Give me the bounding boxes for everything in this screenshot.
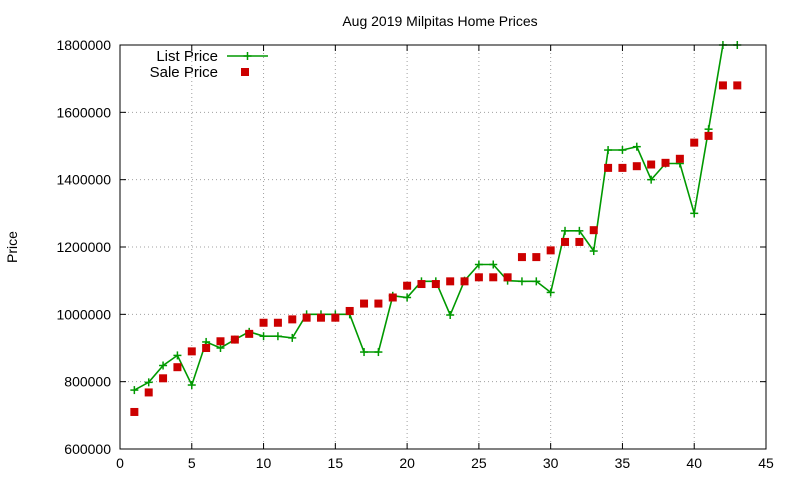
- list-price-point: [546, 288, 555, 297]
- sale-price-point: [575, 237, 584, 246]
- list-price-point: [575, 226, 584, 235]
- sale-price-point: [187, 347, 196, 356]
- x-tick-label: 30: [543, 455, 559, 471]
- sale-price-point: [374, 299, 383, 308]
- sale-price-point: [144, 388, 153, 397]
- sale-price-point: [604, 163, 613, 172]
- sale-price-point: [345, 306, 354, 315]
- list-price-point: [374, 348, 383, 357]
- y-tick-label: 1600000: [56, 104, 111, 120]
- list-price-point: [403, 293, 412, 302]
- list-price-point: [360, 348, 369, 357]
- list-price-point: [517, 277, 526, 286]
- sale-price-point: [202, 344, 211, 352]
- sale-price-point: [618, 163, 627, 172]
- legend-label-list-price: List Price: [156, 48, 218, 65]
- chart-title: Aug 2019 Milpitas Home Prices: [342, 13, 537, 29]
- sale-price-point: [661, 158, 670, 167]
- list-price-point: [144, 378, 153, 387]
- sale-price-point: [316, 313, 325, 322]
- sale-price-point: [561, 237, 570, 246]
- x-tick-label: 45: [758, 455, 774, 471]
- sale-price-point: [632, 162, 641, 171]
- list-price-point: [618, 146, 627, 155]
- sale-price-point: [273, 318, 282, 327]
- list-price-point: [187, 381, 196, 390]
- sale-price-point: [675, 154, 684, 163]
- sale-price-point: [130, 407, 139, 416]
- list-price-point: [173, 351, 182, 360]
- x-tick-label: 10: [256, 455, 272, 471]
- legend-label-sale-price: Sale Price: [150, 64, 218, 81]
- x-tick-label: 20: [399, 455, 415, 471]
- sale-price-point: [546, 246, 555, 255]
- list-price-point: [704, 125, 713, 134]
- sale-price-point: [331, 313, 340, 322]
- x-tick-label: 15: [328, 455, 344, 471]
- list-price-line: [134, 44, 738, 391]
- x-tick-label: 25: [471, 455, 487, 471]
- sale-price-point: [460, 277, 469, 286]
- list-price-point: [604, 146, 613, 155]
- sale-price-point: [230, 335, 239, 344]
- list-price-point: [273, 332, 282, 341]
- sale-price-point: [589, 226, 598, 235]
- y-tick-label: 600000: [64, 441, 111, 457]
- sale-price-point: [159, 374, 168, 383]
- list-price-point: [690, 209, 699, 218]
- sale-price-point: [259, 318, 268, 327]
- list-price-point: [532, 277, 541, 286]
- y-axis-label: Price: [4, 231, 20, 263]
- y-tick-label: 1800000: [56, 37, 111, 53]
- y-tick-label: 1000000: [56, 306, 111, 322]
- x-tick-label: 5: [188, 455, 196, 471]
- list-price-point: [288, 333, 297, 342]
- list-price-point: [159, 361, 168, 370]
- list-price-point: [216, 344, 225, 352]
- list-price-point: [561, 226, 570, 235]
- sale-price-point: [503, 273, 512, 282]
- list-price-point: [259, 332, 268, 341]
- sale-price-point: [417, 280, 426, 289]
- y-tick-label: 1200000: [56, 239, 111, 255]
- sale-price-point: [403, 281, 412, 290]
- y-tick-label: 800000: [64, 374, 111, 390]
- sale-price-point: [718, 81, 727, 90]
- sale-price-point: [302, 313, 311, 322]
- sale-price-point: [489, 273, 498, 282]
- plot-area: [130, 41, 742, 416]
- sale-price-point: [532, 253, 541, 262]
- list-price-point: [632, 142, 641, 151]
- list-price-point: [474, 260, 483, 269]
- sale-price-point: [446, 277, 455, 286]
- legend-swatch-sale-price: [241, 68, 249, 76]
- y-tick-label: 1400000: [56, 172, 111, 188]
- grid-lines: [120, 45, 766, 449]
- sale-price-point: [173, 363, 182, 372]
- sale-price-point: [690, 138, 699, 147]
- x-tick-label: 0: [116, 455, 124, 471]
- x-tick-label: 40: [686, 455, 702, 471]
- sale-price-point: [517, 253, 526, 262]
- legend: List Price Sale Price: [150, 48, 268, 81]
- list-price-point: [647, 175, 656, 184]
- x-tick-label: 35: [615, 455, 631, 471]
- list-price-point: [489, 260, 498, 269]
- sale-price-point: [733, 81, 742, 90]
- sale-price-point: [647, 160, 656, 169]
- list-price-point: [130, 386, 139, 395]
- sale-price-point: [704, 131, 713, 140]
- list-price-point: [589, 247, 598, 256]
- list-price-point: [446, 311, 455, 320]
- sale-price-point: [288, 315, 297, 324]
- sale-price-point: [431, 280, 440, 289]
- sale-price-point: [388, 293, 397, 302]
- axis-ticks: 600000 800000 1000000 1200000 1400000 1600000…: [56, 37, 774, 471]
- sale-price-point: [216, 337, 225, 346]
- sale-price-point: [474, 273, 483, 282]
- sale-price-point: [360, 299, 369, 308]
- sale-price-point: [245, 329, 254, 338]
